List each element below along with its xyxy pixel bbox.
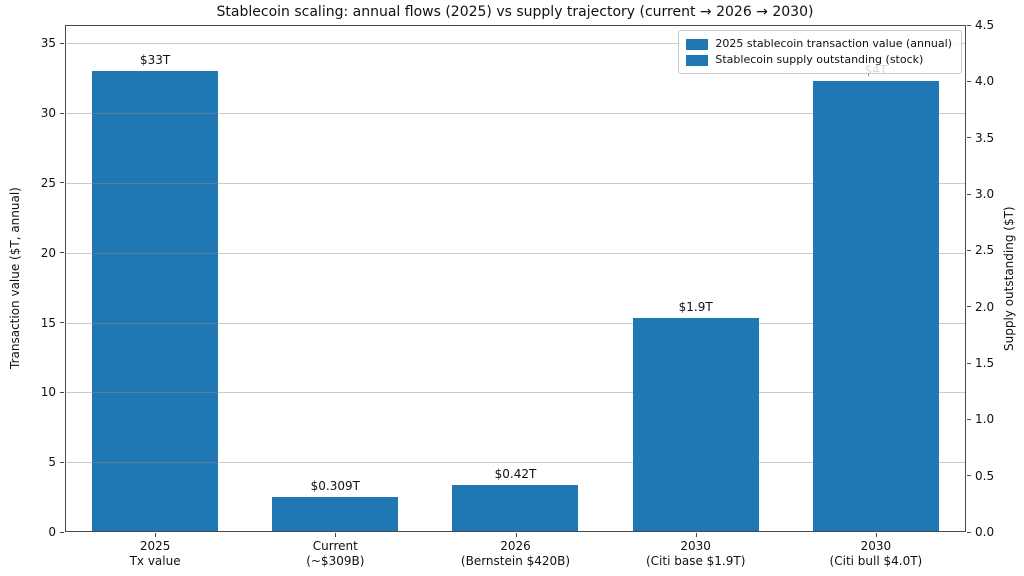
bar-value-label: $1.9T [678, 299, 713, 314]
y-tick-mark [60, 42, 64, 44]
legend-entry-supply-outstanding: Stablecoin supply outstanding (stock) [686, 52, 952, 68]
y-tick-mark [60, 461, 64, 463]
y-tick-label: 1.0 [975, 412, 995, 427]
right-spine [965, 25, 966, 532]
y-tick-label: 0 [48, 525, 56, 539]
x-tick-label: 2026 (Bernstein $420B) [460, 539, 571, 568]
bottom-spine [65, 531, 966, 532]
y-tick-label: 1.5 [975, 356, 995, 370]
y-tick-label: 0.5 [975, 468, 995, 483]
legend: 2025 stablecoin transaction value (annua… [678, 30, 962, 74]
y-tick-label: 35 [40, 36, 56, 51]
gridline [65, 43, 966, 45]
y-tick-mark [967, 193, 971, 195]
y-tick-label: 10 [40, 385, 56, 400]
y-tick-mark [967, 306, 971, 308]
left-axis-title: Transaction value ($T, annual) [8, 187, 22, 370]
y-tick-label: 0.0 [975, 525, 995, 539]
legend-label-supply: Stablecoin supply outstanding (stock) [715, 53, 924, 66]
legend-swatch-supply-icon [686, 54, 709, 66]
right-axis-title: Supply outstanding ($T) [1002, 206, 1016, 351]
plot-area: 2025 stablecoin transaction value (annua… [65, 25, 966, 532]
y-tick-mark [967, 531, 971, 533]
bar [812, 81, 939, 532]
y-tick-label: 3.0 [975, 187, 995, 201]
top-spine [65, 25, 966, 26]
gridline [65, 462, 966, 464]
legend-swatch-transaction-icon [686, 38, 709, 50]
x-tick-label: Current (~$309B) [306, 539, 365, 568]
bar [92, 71, 219, 532]
y-tick-label: 5 [48, 455, 56, 470]
legend-label-transaction: 2025 stablecoin transaction value (annua… [715, 37, 952, 50]
gridline [65, 252, 966, 254]
x-tick-mark [875, 533, 877, 537]
y-tick-mark [60, 182, 64, 184]
gridline [65, 322, 966, 324]
y-tick-label: 2.0 [975, 299, 995, 314]
x-tick-mark [335, 533, 337, 537]
chart-title: Stablecoin scaling: annual flows (2025) … [216, 4, 814, 20]
gridline [65, 182, 966, 184]
y-tick-label: 4.5 [975, 18, 995, 32]
bar-value-label: $0.42T [494, 466, 537, 481]
legend-entry-transaction-value: 2025 stablecoin transaction value (annua… [686, 36, 952, 52]
y-tick-mark [967, 362, 971, 364]
y-tick-mark [60, 322, 64, 323]
y-tick-label: 4.0 [975, 74, 995, 89]
x-tick-label: 2030 (Citi base $1.9T) [645, 539, 746, 568]
y-tick-mark [967, 137, 971, 139]
y-tick-mark [967, 80, 971, 82]
bar [632, 317, 759, 532]
y-tick-mark [967, 24, 971, 26]
y-tick-label: 20 [40, 245, 56, 260]
y-tick-mark [60, 252, 64, 254]
x-tick-mark [695, 533, 697, 537]
bar-value-label: $33T [139, 53, 171, 68]
y-tick-label: 2.5 [975, 243, 995, 258]
bar-value-label: $0.309T [310, 479, 360, 494]
y-tick-mark [60, 112, 64, 114]
y-tick-label: 15 [40, 315, 56, 330]
gridline [65, 392, 966, 394]
y-tick-label: 25 [40, 175, 56, 190]
y-tick-mark [967, 475, 971, 477]
left-spine [65, 25, 66, 532]
y-tick-mark [60, 531, 64, 533]
gridline [65, 113, 966, 114]
y-tick-mark [60, 391, 64, 393]
x-tick-label: 2025 Tx value [129, 539, 181, 568]
x-tick-label: 2030 (Citi bull $4.0T) [829, 539, 923, 568]
y-tick-mark [967, 418, 971, 420]
y-tick-label: 30 [40, 106, 56, 120]
bar [272, 497, 399, 532]
x-tick-mark [155, 533, 157, 537]
x-tick-mark [515, 533, 517, 537]
bar [452, 484, 579, 532]
y-tick-label: 3.5 [975, 130, 995, 145]
y-tick-mark [967, 249, 971, 251]
